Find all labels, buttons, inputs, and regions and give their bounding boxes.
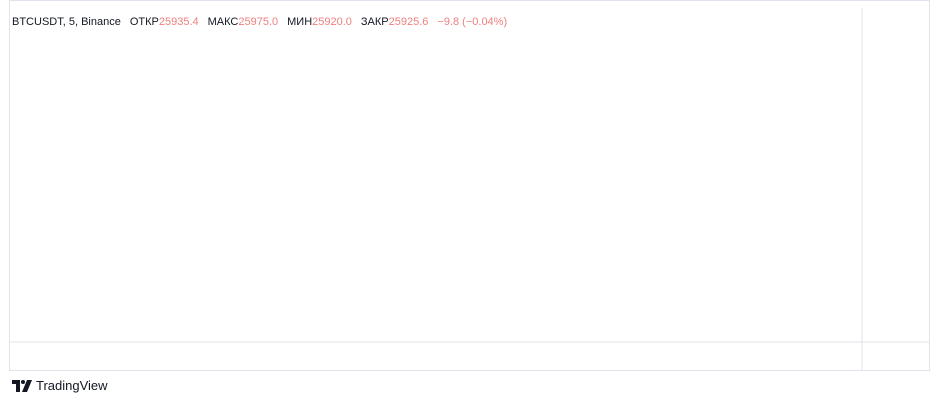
- brand-name: TradingView: [36, 378, 108, 393]
- value: 25975.0: [238, 16, 279, 28]
- value: 25925.6: [388, 16, 429, 28]
- label: ЗАКР: [360, 16, 389, 28]
- symbol: BTCUSDT, 5, Binance: [12, 16, 121, 28]
- brand[interactable]: TradingView: [12, 378, 108, 393]
- logo: [12, 379, 32, 392]
- value: 25935.4: [158, 16, 199, 28]
- frame: [9, 0, 930, 371]
- legend-header: BTCUSDT, 5, Binance ОТКР25935.4 МАКС25975.…: [12, 16, 516, 28]
- label: МИН: [287, 16, 313, 28]
- value: 25920.0: [312, 16, 352, 28]
- change: −9.8 (−0.04%): [437, 16, 508, 28]
- label: МАКС: [207, 16, 239, 28]
- label: ОТКР: [129, 16, 159, 28]
